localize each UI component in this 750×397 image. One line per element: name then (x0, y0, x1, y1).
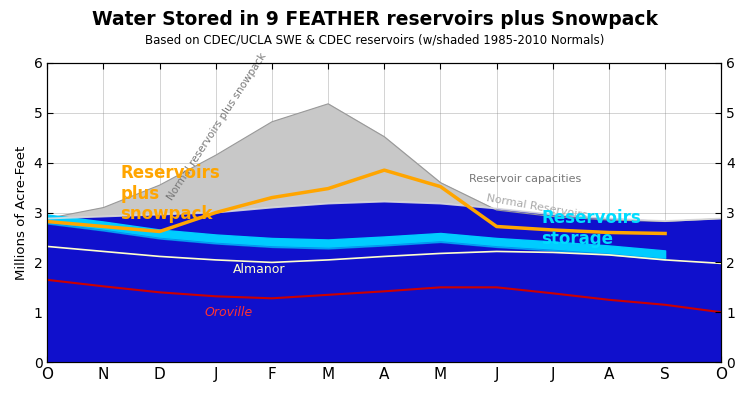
Text: Reservoirs
plus
snowpack: Reservoirs plus snowpack (120, 164, 220, 224)
Text: Reservoirs
storage: Reservoirs storage (542, 209, 641, 248)
Text: Reservoir capacities: Reservoir capacities (469, 173, 580, 184)
Text: Oroville: Oroville (205, 306, 253, 319)
Text: Normal reservoirs plus snowpack: Normal reservoirs plus snowpack (165, 51, 268, 202)
Y-axis label: Millions of Acre-Feet: Millions of Acre-Feet (15, 145, 28, 279)
Text: Based on CDEC/UCLA SWE & CDEC reservoirs (w/shaded 1985-2010 Normals): Based on CDEC/UCLA SWE & CDEC reservoirs… (146, 34, 604, 47)
Text: Water Stored in 9 FEATHER reservoirs plus Snowpack: Water Stored in 9 FEATHER reservoirs plu… (92, 10, 658, 29)
Text: Almanor: Almanor (232, 263, 285, 276)
Text: Normal Reservoirs: Normal Reservoirs (485, 193, 588, 220)
